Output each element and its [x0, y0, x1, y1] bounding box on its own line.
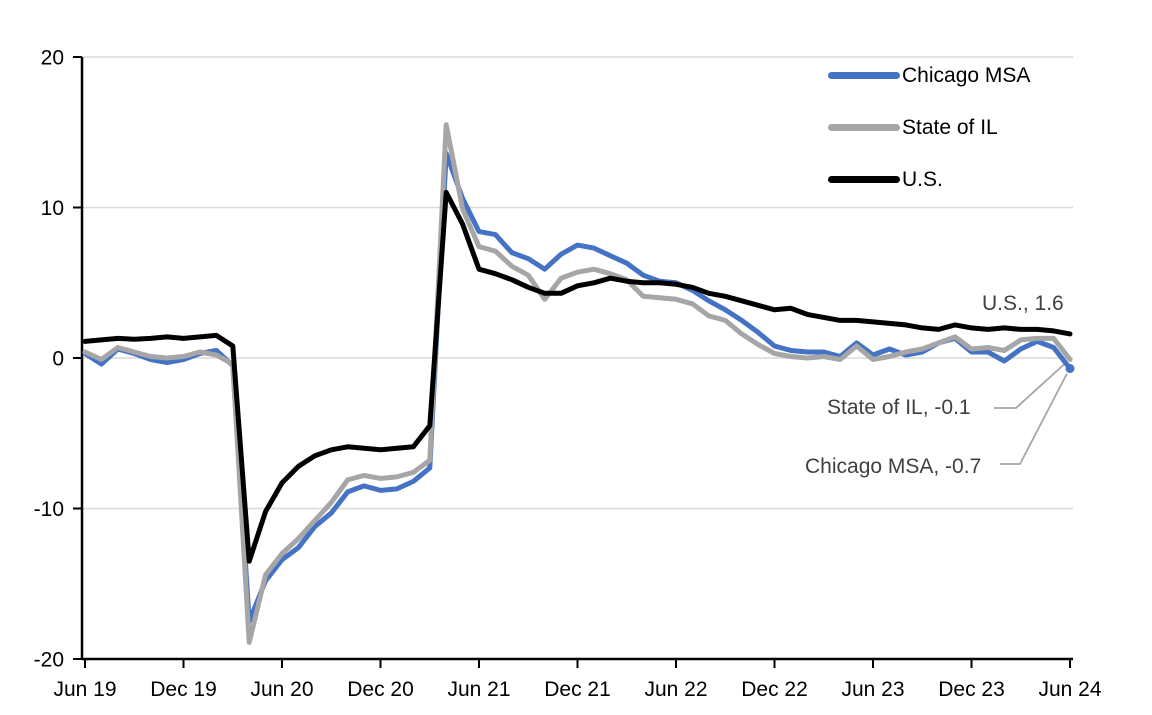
y-tick-label: 20 — [41, 47, 64, 70]
x-tick-label: Dec 21 — [544, 678, 611, 701]
annotation-leader-state-of-il — [994, 362, 1066, 409]
legend-swatch-us — [828, 175, 900, 183]
x-tick-label: Dec 20 — [347, 678, 414, 701]
y-tick-label: -20 — [34, 649, 64, 672]
legend-swatch-state-of-il — [828, 123, 900, 131]
annotation-leader-chicago-msa — [1000, 373, 1068, 465]
x-tick-label: Jun 19 — [53, 678, 116, 701]
legend-item-state-of-il: State of IL — [828, 114, 998, 140]
x-tick-label: Dec 22 — [741, 678, 808, 701]
x-tick-label: Jun 21 — [447, 678, 510, 701]
x-tick-label: Dec 19 — [150, 678, 217, 701]
x-tick-label: Jun 23 — [841, 678, 904, 701]
legend-item-us: U.S. — [828, 166, 943, 192]
y-tick-label: 10 — [41, 197, 64, 220]
legend-swatch-chicago-msa — [828, 71, 900, 79]
x-tick-label: Jun 20 — [250, 678, 313, 701]
legend-label-state-of-il: State of IL — [902, 115, 998, 139]
series-line-u-s — [82, 189, 1073, 564]
y-tick-label: -10 — [34, 498, 64, 521]
legend-label-chicago-msa: Chicago MSA — [902, 63, 1031, 87]
x-tick-label: Dec 23 — [938, 678, 1005, 701]
annotation-us: U.S., 1.6 — [982, 292, 1064, 315]
x-tick-label: Jun 22 — [644, 678, 707, 701]
x-tick-label: Jun 24 — [1038, 678, 1101, 701]
chicago-msa-end-marker — [1065, 364, 1075, 374]
legend-item-chicago-msa: Chicago MSA — [828, 62, 1030, 88]
series-line-state-of-il — [82, 122, 1073, 645]
legend-label-us: U.S. — [902, 167, 943, 191]
y-tick-label: 0 — [52, 348, 64, 371]
annotation-chicago-msa: Chicago MSA, -0.7 — [805, 455, 982, 478]
annotation-state-of-il: State of IL, -0.1 — [827, 396, 971, 419]
